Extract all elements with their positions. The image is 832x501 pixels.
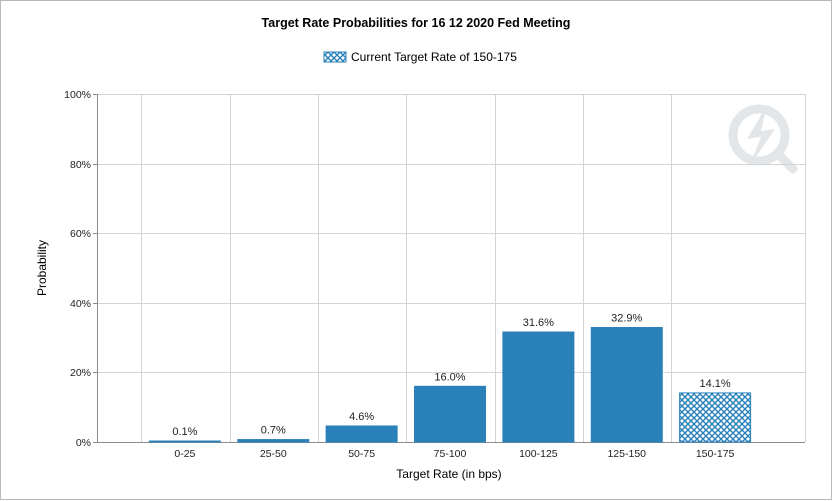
y-axis-title: Probability bbox=[35, 240, 49, 296]
x-axis-ticks: 0-25 25-50 50-75 75-100 100-125 125-150 150-17… bbox=[174, 448, 734, 460]
data-labels: 0.1% 0.7% 4.6% 16.0% 31.6% 32.9% 14.1% bbox=[172, 313, 731, 438]
chart-title: Target Rate Probabilities for 16 12 2020… bbox=[262, 16, 571, 30]
y-axis-ticks: 0% 20% 40% 60% 80% 100% bbox=[64, 89, 97, 449]
data-label-125-150: 32.9% bbox=[611, 313, 642, 325]
bar-25-50 bbox=[237, 439, 310, 443]
data-label-100-125: 31.6% bbox=[523, 317, 554, 329]
bar-100-125 bbox=[502, 331, 575, 443]
y-tick-label: 80% bbox=[70, 159, 91, 171]
legend: Current Target Rate of 150-175 bbox=[323, 50, 517, 64]
data-label-75-100: 16.0% bbox=[434, 371, 465, 383]
data-label-50-75: 4.6% bbox=[349, 411, 374, 423]
bar-75-100 bbox=[414, 385, 486, 443]
x-axis-title: Target Rate (in bps) bbox=[396, 467, 501, 481]
bar-150-175 bbox=[679, 392, 752, 443]
y-tick-label: 40% bbox=[70, 298, 91, 310]
y-tick-label: 60% bbox=[70, 228, 91, 240]
x-tick-label-75-100: 75-100 bbox=[434, 448, 467, 460]
legend-label: Current Target Rate of 150-175 bbox=[351, 50, 517, 64]
y-tick-label: 100% bbox=[64, 89, 91, 101]
x-tick-label-50-75: 50-75 bbox=[348, 448, 375, 460]
bars bbox=[148, 327, 752, 443]
x-tick-label-150-175: 150-175 bbox=[696, 448, 735, 460]
data-label-150-175: 14.1% bbox=[700, 378, 731, 390]
x-tick-label-125-150: 125-150 bbox=[607, 448, 646, 460]
data-label-0-25: 0.1% bbox=[172, 426, 197, 438]
y-tick-label: 20% bbox=[70, 367, 91, 379]
x-tick-label-25-50: 25-50 bbox=[260, 448, 287, 460]
lightning-q-logo-icon bbox=[728, 104, 798, 174]
y-tick-label: 0% bbox=[76, 437, 91, 449]
legend-swatch-hatched bbox=[323, 51, 347, 63]
data-label-25-50: 0.7% bbox=[261, 425, 286, 437]
bar-125-150 bbox=[590, 327, 663, 443]
x-tick-label-0-25: 0-25 bbox=[174, 448, 195, 460]
bar-0-25 bbox=[148, 440, 221, 443]
bar-50-75 bbox=[325, 425, 398, 443]
x-tick-label-100-125: 100-125 bbox=[519, 448, 558, 460]
